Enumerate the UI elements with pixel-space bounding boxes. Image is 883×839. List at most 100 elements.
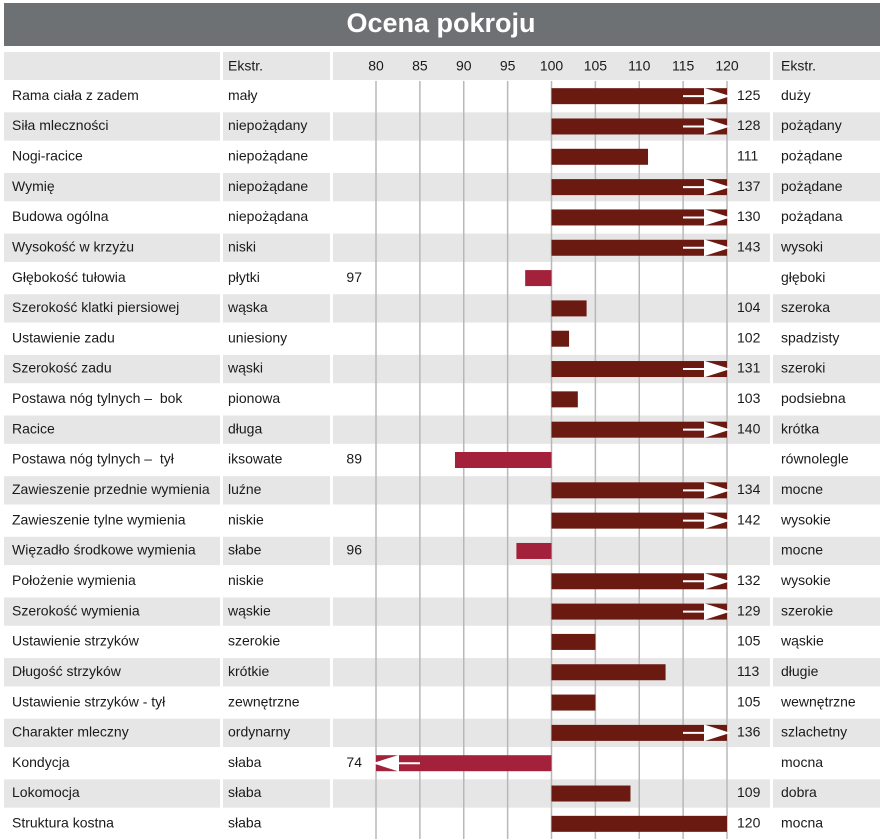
high-extreme: wąskie (780, 633, 824, 649)
value-label: 97 (346, 269, 362, 285)
overflow-arrow (683, 209, 731, 226)
row-background (773, 627, 880, 657)
value-label: 128 (737, 117, 761, 133)
overflow-arrow (683, 360, 731, 378)
header-cell (223, 52, 330, 80)
row-background (773, 233, 880, 262)
row-background (223, 718, 330, 748)
value-label: 130 (737, 208, 761, 224)
row-background (223, 658, 330, 687)
value-label: 129 (737, 602, 761, 618)
bar (551, 633, 596, 650)
low-extreme: długa (228, 420, 262, 436)
high-extreme: mocne (781, 481, 823, 497)
row-background (773, 445, 880, 475)
high-extreme: dobra (781, 784, 817, 800)
value-label: 111 (737, 148, 758, 164)
row-background (773, 536, 880, 566)
row-background (223, 415, 330, 444)
row-background (4, 688, 220, 717)
low-extreme: słaba (228, 784, 262, 800)
high-extreme: krótka (781, 420, 819, 436)
header-cell (333, 52, 770, 80)
trait-label: Postawa nóg tylnych – tył (12, 451, 175, 467)
value-label: 89 (346, 451, 362, 467)
high-extreme: szerokie (781, 602, 833, 618)
trait-label: Więzadło środkowe wymienia (12, 542, 196, 558)
bar (551, 482, 727, 499)
value-label: 140 (737, 420, 761, 436)
trait-label: Kondycja (12, 754, 70, 770)
trait-label: Racice (12, 420, 55, 436)
high-extreme: pożądane (781, 178, 843, 194)
overflow-arrow (683, 724, 731, 742)
value-label: 105 (737, 633, 761, 649)
low-extreme: niepożądane (228, 178, 308, 194)
title-bar (4, 3, 880, 46)
row-background (4, 263, 220, 293)
value-label: 134 (737, 481, 761, 497)
x-tick-label: 120 (715, 58, 739, 74)
row-background (223, 749, 330, 778)
high-extreme: szeroka (781, 299, 830, 315)
value-label: 102 (737, 329, 761, 345)
row-background (773, 294, 880, 323)
bar (551, 724, 727, 741)
row-background (4, 445, 220, 475)
row-background (223, 779, 330, 808)
value-label: 132 (737, 572, 761, 588)
row-background (223, 597, 330, 626)
value-label: 131 (737, 360, 761, 376)
trait-label: Zawieszenie tylne wymienia (12, 511, 186, 527)
high-extreme: głęboki (781, 269, 825, 285)
bar (551, 148, 649, 165)
high-extreme: mocna (781, 754, 823, 770)
row-background (223, 263, 330, 293)
chart-title: Ocena pokroju (346, 8, 535, 38)
row-background (773, 779, 880, 808)
high-extreme: mocne (781, 542, 823, 558)
row-background (4, 324, 220, 353)
row-background (773, 142, 880, 171)
row-background (773, 172, 880, 202)
value-label: 125 (737, 87, 761, 103)
row-background (4, 82, 220, 111)
row-background (773, 658, 880, 687)
bar (516, 542, 552, 559)
trait-label: Budowa ogólna (12, 208, 109, 224)
overflow-arrow (683, 481, 731, 499)
value-label: 113 (737, 663, 760, 679)
trait-label: Lokomocja (12, 784, 80, 800)
low-extreme: niskie (228, 572, 264, 588)
high-extreme: wewnętrzne (780, 693, 856, 709)
bar (551, 88, 727, 105)
low-extreme: zewnętrzne (228, 693, 300, 709)
row-background (4, 506, 220, 535)
row-background (773, 82, 880, 111)
bar (376, 755, 552, 772)
overflow-arrow (683, 512, 731, 530)
bar (551, 209, 727, 226)
row-background (223, 233, 330, 262)
overflow-arrow (683, 87, 731, 105)
bar (551, 512, 727, 529)
row-background (773, 506, 880, 535)
trait-label: Charakter mleczny (12, 724, 129, 740)
bar (551, 421, 727, 438)
trait-label: Zawieszenie przednie wymienia (12, 481, 210, 497)
row-background (773, 688, 880, 717)
value-label: 136 (737, 724, 761, 740)
bar (551, 664, 666, 681)
overflow-arrow (683, 572, 731, 590)
row-background (4, 112, 220, 141)
overflow-arrow (683, 178, 731, 196)
x-tick-label: 80 (368, 58, 384, 74)
x-tick-label: 90 (456, 58, 472, 74)
bar (551, 603, 727, 620)
trait-label: Szerokość zadu (12, 360, 112, 376)
row-background (4, 779, 220, 808)
bar (454, 452, 552, 468)
row-background (223, 506, 330, 535)
